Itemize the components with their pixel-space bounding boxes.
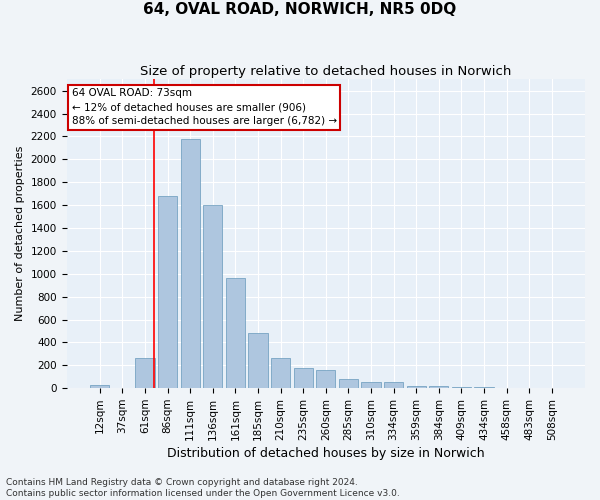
- Bar: [158, 196, 177, 388]
- Bar: [316, 370, 335, 388]
- Bar: [429, 386, 448, 388]
- Bar: [452, 387, 471, 388]
- Bar: [248, 334, 268, 388]
- Bar: [384, 382, 403, 388]
- Bar: [339, 379, 358, 388]
- Bar: [226, 278, 245, 388]
- Text: Contains HM Land Registry data © Crown copyright and database right 2024.
Contai: Contains HM Land Registry data © Crown c…: [6, 478, 400, 498]
- Bar: [361, 382, 380, 388]
- Title: Size of property relative to detached houses in Norwich: Size of property relative to detached ho…: [140, 65, 511, 78]
- Text: 64 OVAL ROAD: 73sqm
← 12% of detached houses are smaller (906)
88% of semi-detac: 64 OVAL ROAD: 73sqm ← 12% of detached ho…: [72, 88, 337, 126]
- Bar: [271, 358, 290, 388]
- Bar: [181, 138, 200, 388]
- Bar: [203, 205, 223, 388]
- Y-axis label: Number of detached properties: Number of detached properties: [15, 146, 25, 322]
- Bar: [136, 358, 155, 388]
- Bar: [293, 368, 313, 388]
- Text: 64, OVAL ROAD, NORWICH, NR5 0DQ: 64, OVAL ROAD, NORWICH, NR5 0DQ: [143, 2, 457, 18]
- Bar: [90, 385, 109, 388]
- Bar: [407, 386, 426, 388]
- X-axis label: Distribution of detached houses by size in Norwich: Distribution of detached houses by size …: [167, 447, 485, 460]
